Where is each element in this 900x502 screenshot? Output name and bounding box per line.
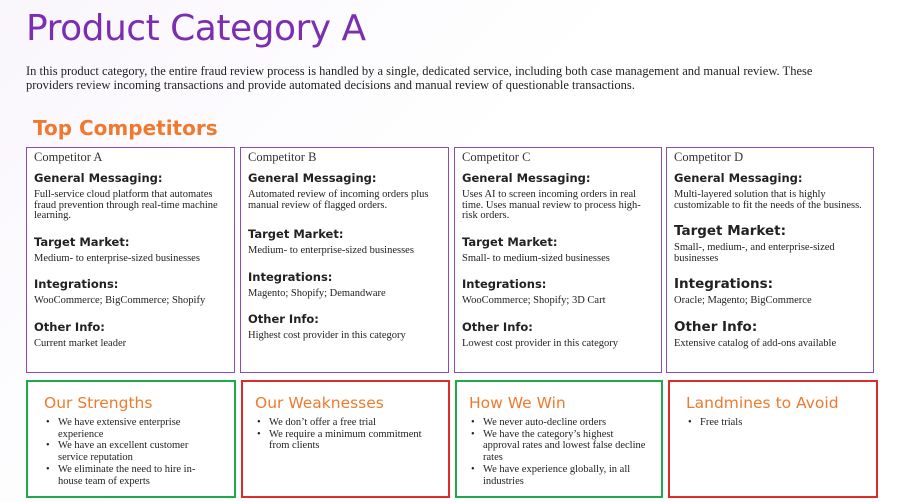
our-strengths-box: Our Strengths We have extensive enterpri…: [26, 380, 236, 498]
target-market-text: Medium- to enterprise-sized businesses: [34, 252, 200, 264]
our-weaknesses-box: Our Weaknesses We don’t offer a free tri…: [241, 380, 450, 498]
general-messaging-text: Full-service cloud platform that automat…: [34, 189, 218, 221]
landmines-list: Free trials: [686, 417, 861, 429]
general-messaging-label: General Messaging:: [674, 171, 803, 185]
target-market-text: Small- to medium-sized businesses: [462, 252, 610, 264]
list-item: We have extensive enterprise experience: [44, 417, 219, 440]
integrations-label: Integrations:: [674, 276, 774, 292]
competitor-name: Competitor C: [462, 150, 531, 164]
target-market-text: Medium- to enterprise-sized businesses: [248, 245, 414, 256]
competitor-card-b: Competitor B General Messaging: Automate…: [240, 147, 449, 373]
integrations-label: Integrations:: [34, 277, 119, 291]
general-messaging-text: Automated review of incoming orders plus…: [248, 189, 429, 211]
list-item: We have an excellent customer service re…: [44, 440, 219, 463]
weaknesses-list: We don’t offer a free trial We require a…: [255, 417, 433, 452]
general-messaging-label: General Messaging:: [34, 171, 163, 185]
landmines-box: Landmines to Avoid Free trials: [668, 380, 878, 498]
competitor-name: Competitor A: [34, 150, 103, 164]
target-market-label: Target Market:: [34, 234, 130, 249]
page-title: Product Category A: [26, 8, 366, 49]
competitor-card-c: Competitor C General Messaging: Uses AI …: [454, 147, 662, 373]
general-messaging-label: General Messaging:: [248, 171, 377, 185]
other-info-label: Other Info:: [248, 312, 319, 326]
integrations-label: Integrations:: [248, 269, 333, 284]
other-info-label: Other Info:: [674, 318, 758, 335]
list-item: We require a minimum commitment from cli…: [255, 429, 433, 452]
general-messaging-label: General Messaging:: [462, 171, 591, 185]
integrations-text: Oracle; Magento; BigCommerce: [674, 295, 812, 306]
target-market-label: Target Market:: [674, 223, 787, 239]
competitor-card-a: Competitor A General Messaging: Full-ser…: [26, 147, 235, 373]
how-we-win-box: How We Win We never auto-decline orders …: [455, 380, 663, 498]
other-info-text: Highest cost provider in this category: [248, 330, 406, 341]
list-item: We never auto-decline orders: [469, 417, 646, 429]
target-market-label: Target Market:: [248, 227, 344, 241]
other-info-text: Lowest cost provider in this category: [462, 337, 619, 349]
integrations-text: Magento; Shopify; Demandware: [248, 287, 386, 299]
our-strengths-title: Our Strengths: [44, 394, 153, 412]
target-market-text: Small-, medium-, and enterprise-sized bu…: [674, 242, 835, 264]
list-item: We have experience globally, in all indu…: [469, 464, 646, 487]
how-we-win-title: How We Win: [469, 394, 566, 412]
integrations-text: WooCommerce; BigCommerce; Shopify: [34, 295, 206, 306]
general-messaging-text: Uses AI to screen incoming orders in rea…: [462, 189, 641, 221]
general-messaging-text: Multi-layered solution that is highly cu…: [674, 189, 862, 211]
competitor-name: Competitor B: [248, 150, 317, 164]
list-item: We don’t offer a free trial: [255, 417, 433, 429]
competitor-card-d: Competitor D General Messaging: Multi-la…: [666, 147, 874, 373]
top-competitors-heading: Top Competitors: [33, 116, 218, 140]
list-item: We have the category’s highest approval …: [469, 429, 646, 464]
intro-paragraph: In this product category, the entire fra…: [26, 64, 813, 92]
other-info-text: Current market leader: [34, 337, 127, 349]
other-info-text: Extensive catalog of add-ons available: [674, 337, 837, 349]
competitor-name: Competitor D: [674, 150, 744, 164]
landmines-title: Landmines to Avoid: [686, 394, 839, 412]
strengths-list: We have extensive enterprise experience …: [44, 417, 219, 487]
integrations-text: WooCommerce; Shopify; 3D Cart: [462, 295, 606, 306]
target-market-label: Target Market:: [462, 234, 558, 249]
list-item: We eliminate the need to hire in-house t…: [44, 464, 219, 487]
other-info-label: Other Info:: [34, 319, 105, 334]
list-item: Free trials: [686, 417, 861, 429]
win-list: We never auto-decline orders We have the…: [469, 417, 646, 487]
our-weaknesses-title: Our Weaknesses: [255, 394, 384, 412]
integrations-label: Integrations:: [462, 277, 547, 291]
other-info-label: Other Info:: [462, 319, 533, 334]
